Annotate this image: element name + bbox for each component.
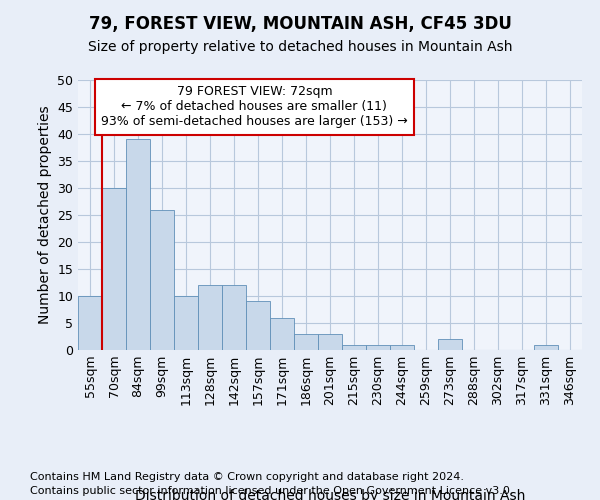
Text: Size of property relative to detached houses in Mountain Ash: Size of property relative to detached ho… [88,40,512,54]
Bar [294,334,318,350]
Bar [318,334,342,350]
Bar [102,188,126,350]
Text: 79 FOREST VIEW: 72sqm
← 7% of detached houses are smaller (11)
93% of semi-detac: 79 FOREST VIEW: 72sqm ← 7% of detached h… [101,86,408,128]
Bar [174,296,198,350]
Bar [534,344,558,350]
Bar [150,210,174,350]
Text: Contains public sector information licensed under the Open Government Licence v3: Contains public sector information licen… [30,486,514,496]
Bar [366,344,390,350]
Y-axis label: Number of detached properties: Number of detached properties [38,106,52,324]
X-axis label: Distribution of detached houses by size in Mountain Ash: Distribution of detached houses by size … [135,488,525,500]
Bar [222,285,246,350]
Bar [390,344,414,350]
Bar [270,318,294,350]
Bar [438,339,462,350]
Bar [78,296,102,350]
Text: Contains HM Land Registry data © Crown copyright and database right 2024.: Contains HM Land Registry data © Crown c… [30,472,464,482]
Text: 79, FOREST VIEW, MOUNTAIN ASH, CF45 3DU: 79, FOREST VIEW, MOUNTAIN ASH, CF45 3DU [89,15,511,33]
Bar [198,285,222,350]
Bar [246,302,270,350]
Bar [126,140,150,350]
Bar [342,344,366,350]
